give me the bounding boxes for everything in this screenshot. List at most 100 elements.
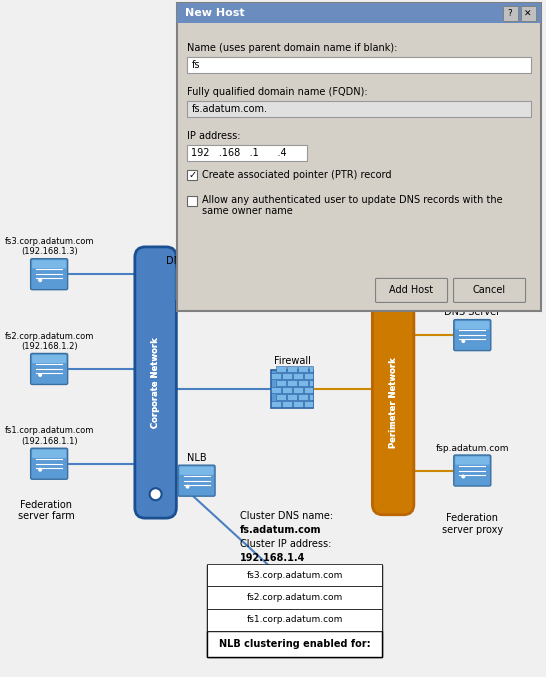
FancyBboxPatch shape <box>207 564 382 586</box>
Text: Add Host: Add Host <box>389 286 434 295</box>
FancyBboxPatch shape <box>187 58 531 73</box>
FancyBboxPatch shape <box>135 247 176 518</box>
FancyBboxPatch shape <box>207 609 382 631</box>
Text: fs3.corp.adatum.com: fs3.corp.adatum.com <box>247 571 343 580</box>
Text: DNS Server: DNS Server <box>166 257 222 266</box>
FancyBboxPatch shape <box>187 146 307 161</box>
Text: fs3.corp.adatum.com
(192.168.1.3): fs3.corp.adatum.com (192.168.1.3) <box>4 237 94 256</box>
FancyBboxPatch shape <box>304 387 313 393</box>
FancyBboxPatch shape <box>454 278 526 303</box>
Text: Corporate Network: Corporate Network <box>151 337 160 428</box>
Text: Firewall: Firewall <box>274 356 311 366</box>
FancyBboxPatch shape <box>32 260 66 268</box>
Circle shape <box>38 373 42 377</box>
FancyBboxPatch shape <box>376 278 448 303</box>
FancyBboxPatch shape <box>282 387 292 393</box>
FancyBboxPatch shape <box>175 269 212 300</box>
FancyBboxPatch shape <box>207 631 382 657</box>
Text: fs2.corp.adatum.com: fs2.corp.adatum.com <box>247 593 343 602</box>
FancyBboxPatch shape <box>31 448 68 479</box>
FancyBboxPatch shape <box>32 355 66 363</box>
FancyBboxPatch shape <box>282 373 292 379</box>
Text: Federation
server farm: Federation server farm <box>18 500 75 521</box>
Circle shape <box>186 485 189 489</box>
Text: IP address:: IP address: <box>187 131 241 141</box>
Text: fs1.corp.adatum.com
(192.168.1.1): fs1.corp.adatum.com (192.168.1.1) <box>4 427 94 445</box>
Text: Cancel: Cancel <box>473 286 506 295</box>
Text: ✓: ✓ <box>188 171 197 180</box>
FancyBboxPatch shape <box>276 380 286 387</box>
FancyBboxPatch shape <box>309 380 313 387</box>
Text: Allow any authenticated user to update DNS records with the: Allow any authenticated user to update D… <box>203 196 503 205</box>
FancyBboxPatch shape <box>178 465 215 496</box>
Text: Fully qualified domain name (FQDN):: Fully qualified domain name (FQDN): <box>187 87 368 97</box>
FancyBboxPatch shape <box>309 394 313 400</box>
Text: fs: fs <box>192 60 200 70</box>
Text: fs1.corp.adatum.com: fs1.corp.adatum.com <box>247 615 343 624</box>
FancyBboxPatch shape <box>32 450 66 458</box>
Circle shape <box>150 488 162 500</box>
FancyBboxPatch shape <box>177 3 541 24</box>
FancyBboxPatch shape <box>207 586 382 609</box>
Text: DNS Server: DNS Server <box>444 307 500 317</box>
Text: 192.168.1.4: 192.168.1.4 <box>240 553 306 563</box>
FancyBboxPatch shape <box>276 394 286 400</box>
Circle shape <box>461 475 465 479</box>
Text: Cluster DNS name:: Cluster DNS name: <box>240 511 334 521</box>
FancyBboxPatch shape <box>177 3 541 311</box>
Circle shape <box>183 288 187 292</box>
FancyBboxPatch shape <box>287 394 297 400</box>
Text: 192   .168   .1      .4: 192 .168 .1 .4 <box>192 148 287 158</box>
Text: NLB clustering enabled for:: NLB clustering enabled for: <box>219 639 371 649</box>
Text: fs.adatum.com.: fs.adatum.com. <box>192 104 268 114</box>
FancyBboxPatch shape <box>293 373 303 379</box>
FancyBboxPatch shape <box>187 196 198 206</box>
FancyBboxPatch shape <box>304 401 313 408</box>
FancyBboxPatch shape <box>287 380 297 387</box>
Text: New Host: New Host <box>186 8 245 18</box>
FancyBboxPatch shape <box>180 466 213 475</box>
Text: Create associated pointer (PTR) record: Create associated pointer (PTR) record <box>203 171 392 180</box>
FancyBboxPatch shape <box>455 321 489 329</box>
Text: NLB: NLB <box>187 453 206 462</box>
FancyBboxPatch shape <box>31 259 68 290</box>
FancyBboxPatch shape <box>298 380 308 387</box>
FancyBboxPatch shape <box>287 366 297 372</box>
FancyBboxPatch shape <box>293 401 303 408</box>
FancyBboxPatch shape <box>276 366 286 372</box>
Text: Perimeter Network: Perimeter Network <box>389 357 397 448</box>
FancyBboxPatch shape <box>282 401 292 408</box>
FancyBboxPatch shape <box>502 6 518 22</box>
Text: ✕: ✕ <box>524 9 532 18</box>
Circle shape <box>38 468 42 472</box>
Text: fs2.corp.adatum.com
(192.168.1.2): fs2.corp.adatum.com (192.168.1.2) <box>4 332 94 351</box>
Text: fs.adatum.com: fs.adatum.com <box>240 525 322 535</box>
FancyBboxPatch shape <box>293 387 303 393</box>
Text: fsp.adatum.com: fsp.adatum.com <box>436 443 509 452</box>
Text: Corporate Network: Corporate Network <box>151 337 160 428</box>
Text: same owner name: same owner name <box>203 206 293 217</box>
FancyBboxPatch shape <box>271 387 281 393</box>
FancyBboxPatch shape <box>372 291 414 515</box>
FancyBboxPatch shape <box>31 353 68 385</box>
FancyBboxPatch shape <box>298 366 308 372</box>
Text: ?: ? <box>508 9 512 18</box>
FancyBboxPatch shape <box>271 373 281 379</box>
FancyBboxPatch shape <box>309 366 313 372</box>
FancyBboxPatch shape <box>454 320 491 351</box>
FancyBboxPatch shape <box>271 370 313 408</box>
FancyBboxPatch shape <box>304 373 313 379</box>
FancyBboxPatch shape <box>520 6 536 22</box>
Text: Name (uses parent domain name if blank):: Name (uses parent domain name if blank): <box>187 43 398 53</box>
Text: Cluster IP address:: Cluster IP address: <box>240 539 331 549</box>
Circle shape <box>461 339 465 343</box>
FancyBboxPatch shape <box>207 565 382 657</box>
FancyBboxPatch shape <box>187 102 531 117</box>
Text: Federation
server proxy: Federation server proxy <box>442 513 503 535</box>
FancyBboxPatch shape <box>455 456 489 464</box>
Circle shape <box>38 278 42 282</box>
FancyBboxPatch shape <box>298 394 308 400</box>
FancyBboxPatch shape <box>454 455 491 486</box>
FancyBboxPatch shape <box>271 401 281 408</box>
FancyBboxPatch shape <box>177 270 211 278</box>
